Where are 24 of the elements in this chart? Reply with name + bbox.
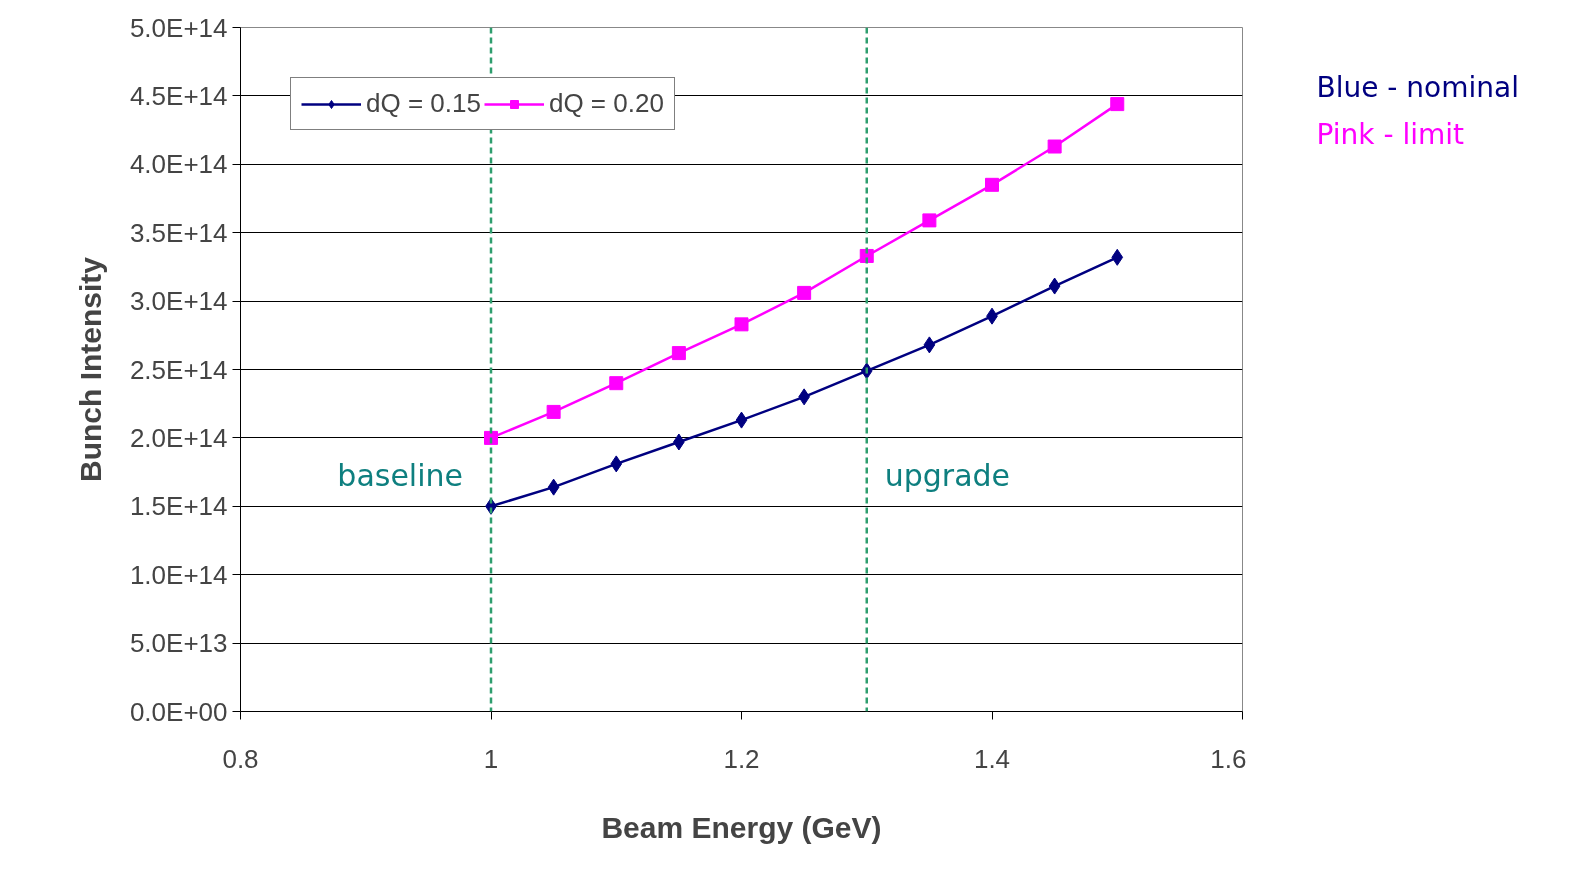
y-tick-label: 1.5E+14 xyxy=(129,491,228,522)
y-tick-label: 4.0E+14 xyxy=(129,149,228,180)
y-tick-label: 0.0E+00 xyxy=(129,696,228,727)
x-tick-label: 0.8 xyxy=(222,743,259,774)
x-tick-label: 1.6 xyxy=(1210,743,1247,774)
text: Pink - limit xyxy=(1316,118,1465,152)
y-tick-label: 3.5E+14 xyxy=(129,217,228,248)
annotation: upgrade xyxy=(884,458,1011,493)
legend-label: dQ = 0.20 xyxy=(548,88,664,119)
y-axis-title: Bunch Intensity xyxy=(73,256,107,483)
y-tick-label: 3.0E+14 xyxy=(129,286,228,317)
y-tick-label: 5.0E+14 xyxy=(129,12,228,43)
y-tick-label: 4.5E+14 xyxy=(129,80,228,111)
x-tick-label: 1.2 xyxy=(723,743,760,774)
y-tick-label: 2.5E+14 xyxy=(129,354,228,385)
y-tick-label: 1.0E+14 xyxy=(129,559,228,590)
text: Blue - nominal xyxy=(1316,71,1519,105)
x-tick-label: 1.4 xyxy=(973,743,1011,774)
y-tick-label: 2.0E+14 xyxy=(129,422,228,453)
y-tick-label: 5.0E+13 xyxy=(129,628,228,659)
x-axis-title: Beam Energy (GeV) xyxy=(601,810,882,844)
annotation: baseline xyxy=(337,458,463,493)
x-tick-label: 1 xyxy=(483,743,499,774)
legend-label: dQ = 0.15 xyxy=(366,88,481,119)
